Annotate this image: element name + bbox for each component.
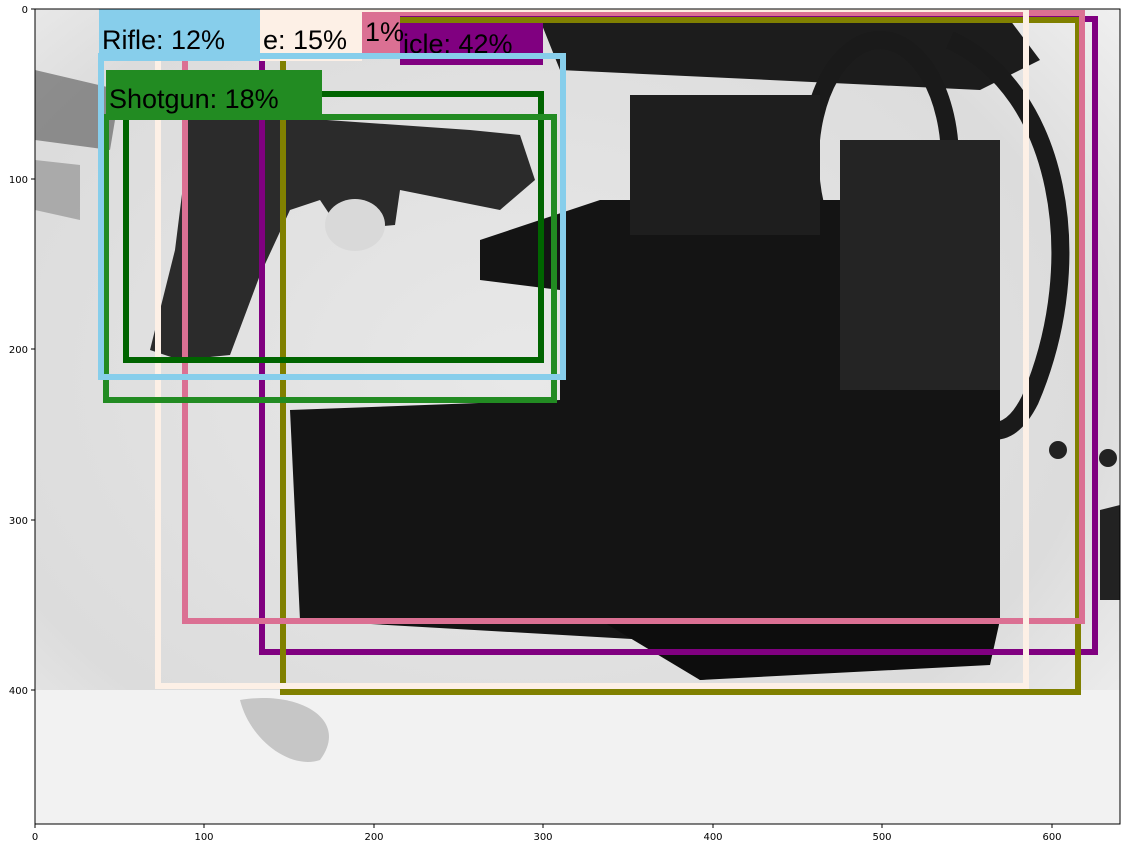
detection-boxes: icle: 42%1%e: 15%Shotgun: 18%Rifle: 12% [98,9,1098,695]
x-tick-label: 0 [32,832,38,843]
y-tick-label: 0 [22,5,28,16]
detection-label: Rifle: 12% [102,25,225,55]
axes-frame [34,8,1121,825]
detection-shotgun: Shotgun: 18% [103,70,557,403]
xray-image [35,9,1120,824]
detection-box [103,114,557,403]
y-axis: 0 100 200 300 400 [9,5,35,697]
detection-15: e: 15% [155,9,1029,689]
detection-olive [280,17,1081,695]
y-tick-label: 100 [9,175,28,186]
detection-rifle: Rifle: 12% [98,9,566,380]
bag-contents [290,95,1000,680]
x-tick-label: 400 [703,832,722,843]
handgun [150,110,535,360]
detection-label: Shotgun: 18% [109,84,279,114]
y-tick-label: 300 [9,516,28,527]
x-tick-label: 600 [1042,832,1061,843]
detection-box [182,10,1085,624]
x-tick-label: 100 [194,832,213,843]
x-axis: 0 100 200 300 400 500 600 [32,824,1062,843]
x-tick-label: 500 [872,832,891,843]
x-tick-label: 200 [364,832,383,843]
detection-label-background [99,9,260,61]
detection-box [98,53,566,380]
y-tick-label: 400 [9,686,28,697]
detection-box [123,91,544,363]
y-tick-label: 200 [9,345,28,356]
detection-label: 1% [365,17,404,47]
detection-box [155,9,1029,689]
detection-label-background [106,70,322,120]
detection-pink: 1% [182,10,1085,624]
detection-label-background [260,9,362,61]
detection-label-background [362,13,400,53]
detection-box [280,17,1081,695]
detection-darkgreen [123,91,544,363]
detection-label: e: 15% [263,25,347,55]
x-tick-label: 300 [533,832,552,843]
